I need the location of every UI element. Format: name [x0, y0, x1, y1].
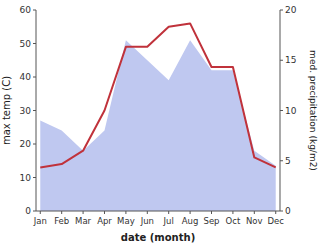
- x-tick: [254, 211, 255, 214]
- chart-container: 0 10 20 30 40 50 60 0 5 10 15 20 Jan Feb Mar Apr May Jun J…: [0, 0, 318, 247]
- precip-area: [40, 40, 275, 211]
- y-tick-label: 20: [20, 139, 32, 149]
- y-tick: [33, 10, 36, 11]
- x-tick: [83, 211, 84, 214]
- y-tick-label: 0: [25, 206, 31, 216]
- x-axis-title: date (month): [121, 232, 195, 243]
- y-tick: [33, 144, 36, 145]
- x-tick-label: Jul: [163, 216, 174, 226]
- y-tick-label: 50: [20, 39, 32, 49]
- x-tick-label: May: [117, 216, 135, 226]
- x-tick-label: Oct: [226, 216, 241, 226]
- x-tick-label: Apr: [97, 216, 112, 226]
- x-tick: [211, 211, 212, 214]
- x-tick: [104, 211, 105, 214]
- x-axis-line: [36, 211, 280, 212]
- x-tick-label: Aug: [182, 216, 199, 226]
- x-tick-label: Dec: [267, 216, 284, 226]
- y2-tick-label: 20: [285, 5, 297, 15]
- x-tick: [190, 211, 191, 214]
- chart: 0 10 20 30 40 50 60 0 5 10 15 20 Jan Feb Mar Apr May Jun J…: [0, 0, 318, 247]
- y2-tick-label: 5: [285, 156, 291, 166]
- y-tick: [33, 211, 36, 212]
- y2-tick-label: 10: [285, 106, 297, 116]
- x-tick: [40, 211, 41, 214]
- x-tick-label: Mar: [75, 216, 92, 226]
- y-tick: [33, 43, 36, 44]
- y2-tick: [280, 10, 283, 11]
- y2-tick: [280, 160, 283, 161]
- y2-tick: [280, 110, 283, 111]
- y-tick: [33, 177, 36, 178]
- y2-tick: [280, 60, 283, 61]
- y2-tick-label: 0: [285, 206, 291, 216]
- plot-area: [40, 23, 275, 211]
- y2-tick: [280, 211, 283, 212]
- x-tick-label: Jan: [33, 216, 47, 226]
- x-tick: [168, 211, 169, 214]
- y-tick: [33, 77, 36, 78]
- x-tick-label: Nov: [246, 216, 263, 226]
- axes: 0 10 20 30 40 50 60 0 5 10 15 20 Jan Feb Mar Apr May Jun J…: [20, 5, 297, 226]
- x-tick-label: Sep: [203, 216, 219, 226]
- y-tick-label: 30: [20, 106, 32, 116]
- y-tick-label: 10: [20, 173, 32, 183]
- x-tick: [275, 211, 276, 214]
- y2-tick-label: 15: [285, 55, 296, 65]
- x-tick: [147, 211, 148, 214]
- x-tick-label: Feb: [54, 216, 69, 226]
- y2-axis-title: med. precipitation (kg/m2): [308, 50, 318, 171]
- y-tick: [33, 110, 36, 111]
- y-tick-label: 60: [20, 5, 32, 15]
- x-tick: [61, 211, 62, 214]
- y-axis-title: max temp (C): [1, 76, 12, 145]
- temp-line: [40, 23, 275, 167]
- y-tick-label: 40: [20, 72, 32, 82]
- x-tick: [125, 211, 126, 214]
- x-tick: [232, 211, 233, 214]
- x-tick-label: Jun: [140, 216, 154, 226]
